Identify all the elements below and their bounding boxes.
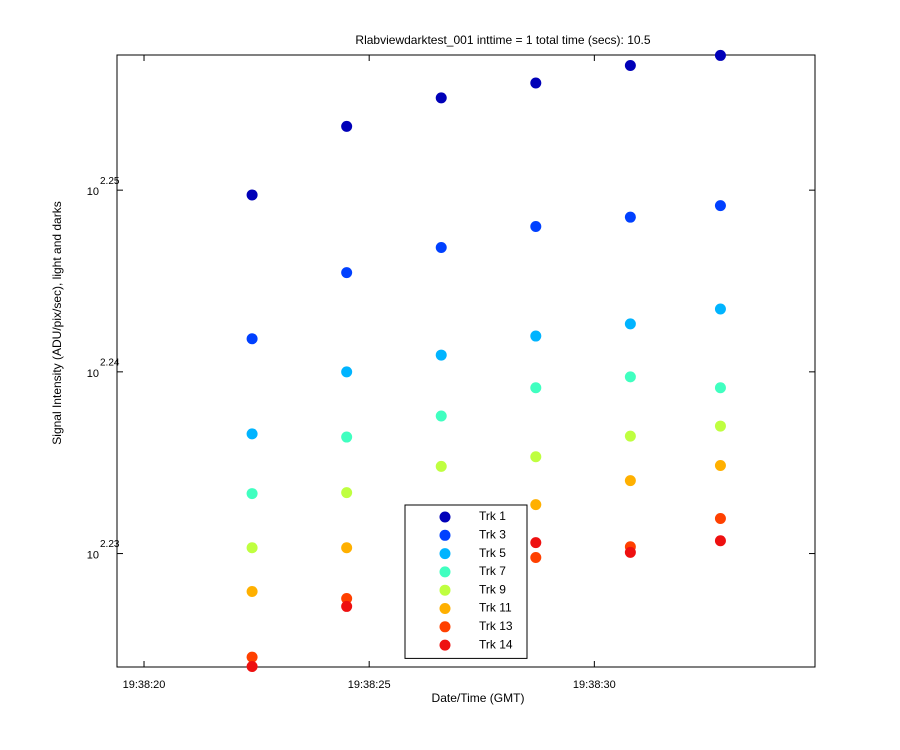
y-tick-label: 10 xyxy=(87,368,99,380)
data-point xyxy=(530,330,542,342)
data-point xyxy=(624,430,636,442)
legend-box xyxy=(404,504,528,659)
x-tick-label: 19:38:30 xyxy=(573,679,616,691)
y-tick-exponent: 2.24 xyxy=(100,357,120,368)
data-point xyxy=(341,600,353,612)
data-point xyxy=(530,382,542,394)
legend-label: Trk 7 xyxy=(479,564,506,578)
data-point xyxy=(246,661,258,673)
data-point xyxy=(624,546,636,558)
data-point xyxy=(435,242,447,254)
legend-label: Trk 14 xyxy=(479,637,513,651)
data-point xyxy=(341,366,353,378)
data-point xyxy=(714,459,726,471)
data-point xyxy=(341,267,353,279)
y-tick-label: 10 xyxy=(87,186,99,198)
data-point xyxy=(624,318,636,330)
data-point xyxy=(714,303,726,315)
y-tick-exponent: 2.23 xyxy=(100,539,120,550)
data-point xyxy=(714,382,726,394)
data-point xyxy=(246,542,258,554)
chart-title: Rlabviewdarktest_001 inttime = 1 total t… xyxy=(355,33,650,47)
data-point xyxy=(624,475,636,487)
legend-marker xyxy=(439,621,451,633)
data-point xyxy=(246,428,258,440)
legend-label: Trk 11 xyxy=(479,601,512,615)
data-point xyxy=(341,592,353,604)
legend-marker xyxy=(439,529,451,541)
data-point xyxy=(530,221,542,233)
x-axis-label: Date/Time (GMT) xyxy=(432,691,525,705)
data-point xyxy=(714,420,726,432)
y-axis-label: Signal Intensity (ADU/pix/sec), light an… xyxy=(50,201,64,444)
data-point xyxy=(530,551,542,563)
legend-label: Trk 1 xyxy=(479,509,506,523)
data-point xyxy=(624,371,636,383)
legend-marker xyxy=(439,548,451,560)
data-point xyxy=(530,537,542,549)
data-point xyxy=(435,410,447,422)
data-point xyxy=(246,488,258,500)
data-point xyxy=(246,585,258,597)
data-point xyxy=(341,120,353,132)
y-tick-exponent: 2.25 xyxy=(100,176,120,187)
legend-label: Trk 5 xyxy=(479,546,506,560)
data-point xyxy=(714,49,726,61)
legend-marker xyxy=(439,603,451,614)
data-point xyxy=(435,92,447,104)
data-point xyxy=(530,499,542,511)
data-point xyxy=(246,333,258,345)
legend-marker xyxy=(439,566,451,578)
data-point xyxy=(435,460,447,472)
legend: Trk 1 Trk 3 Trk 5 Trk 7 Trk 9 Trk 11 Trk 13 Trk… xyxy=(404,504,528,659)
data-point xyxy=(246,189,258,201)
data-point xyxy=(714,200,726,212)
data-point xyxy=(341,487,353,499)
legend-label: Trk 3 xyxy=(479,527,506,541)
data-point xyxy=(435,349,447,361)
x-tick-label: 19:38:20 xyxy=(123,679,166,691)
data-point xyxy=(714,513,726,525)
legend-marker xyxy=(439,584,451,596)
x-tick-label: 19:38:25 xyxy=(348,679,391,691)
legend-marker xyxy=(439,511,451,523)
legend-marker xyxy=(439,639,451,651)
data-point xyxy=(530,451,542,463)
data-point xyxy=(530,77,542,89)
data-point xyxy=(341,431,353,443)
data-point xyxy=(624,211,636,223)
y-tick-label: 10 xyxy=(87,549,99,561)
legend-label: Trk 13 xyxy=(479,619,513,633)
data-point xyxy=(246,651,258,663)
data-point xyxy=(341,542,353,554)
legend-label: Trk 9 xyxy=(479,582,506,596)
data-point xyxy=(714,535,726,547)
data-point xyxy=(624,59,636,71)
